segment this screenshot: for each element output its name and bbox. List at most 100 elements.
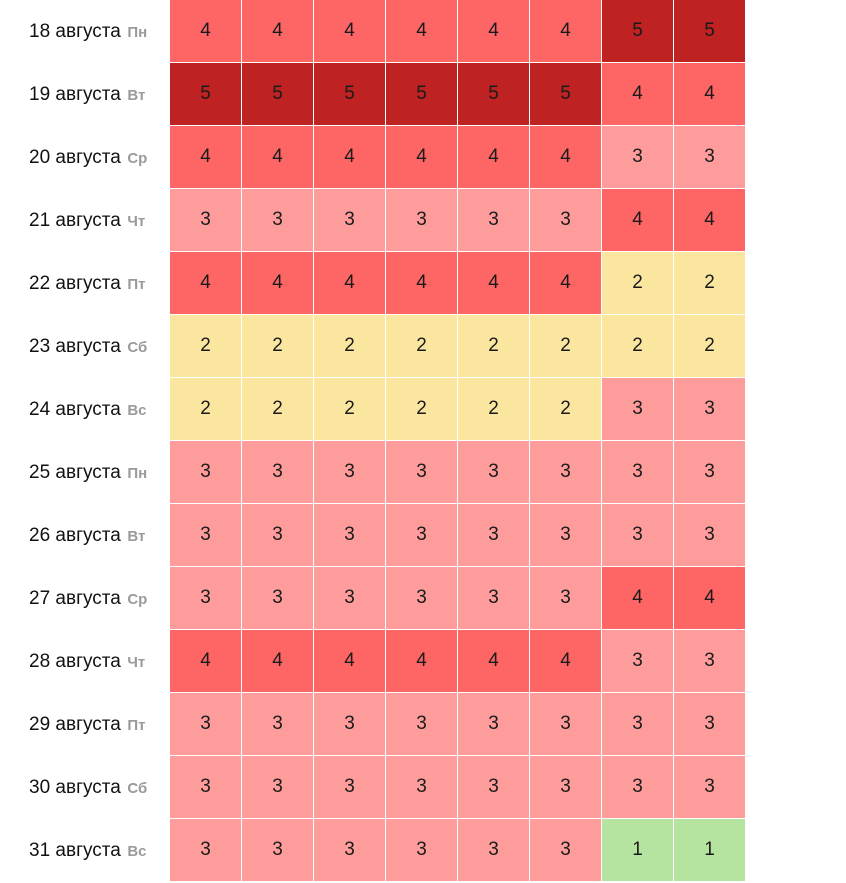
heatmap-cell: 3 bbox=[170, 756, 242, 819]
heatmap-row: 27 августа Ср 3 3 3 3 3 3 4 4 bbox=[0, 567, 750, 630]
heatmap-cell: 4 bbox=[386, 126, 458, 189]
heatmap-cell: 4 bbox=[458, 0, 530, 63]
heatmap-cell: 3 bbox=[314, 567, 386, 630]
row-label: 26 августа Вт bbox=[0, 504, 170, 567]
heatmap-cell: 4 bbox=[170, 126, 242, 189]
weekday-label: Ср bbox=[127, 150, 148, 167]
heatmap-cell: 2 bbox=[242, 378, 314, 441]
weekday-label: Вт bbox=[127, 528, 146, 545]
heatmap-cell: 3 bbox=[242, 567, 314, 630]
heatmap-cell: 3 bbox=[674, 756, 746, 819]
date-label: 24 августа bbox=[29, 399, 121, 420]
row-label: 25 августа Пн bbox=[0, 441, 170, 504]
weekday-label: Пн bbox=[127, 24, 148, 41]
date-label: 30 августа bbox=[29, 777, 121, 798]
heatmap-cell: 2 bbox=[674, 252, 746, 315]
heatmap-cell: 3 bbox=[314, 441, 386, 504]
weekday-label: Пт bbox=[127, 717, 146, 734]
heatmap-cell: 3 bbox=[386, 693, 458, 756]
heatmap-cell: 5 bbox=[170, 63, 242, 126]
heatmap-cell: 3 bbox=[458, 693, 530, 756]
heatmap-cell: 3 bbox=[602, 504, 674, 567]
heatmap-cell: 3 bbox=[314, 693, 386, 756]
heatmap-cell: 2 bbox=[458, 315, 530, 378]
heatmap-cell: 3 bbox=[242, 819, 314, 882]
date-label: 26 августа bbox=[29, 525, 121, 546]
heatmap-cell: 4 bbox=[242, 630, 314, 693]
weekday-label: Сб bbox=[127, 339, 148, 356]
row-label: 29 августа Пт bbox=[0, 693, 170, 756]
heatmap-row: 30 августа Сб 3 3 3 3 3 3 3 3 bbox=[0, 756, 750, 819]
weekday-label: Вт bbox=[127, 87, 146, 104]
heatmap-cell: 4 bbox=[386, 630, 458, 693]
heatmap-cell: 3 bbox=[602, 441, 674, 504]
heatmap-cell: 2 bbox=[314, 378, 386, 441]
heatmap-cell: 3 bbox=[386, 756, 458, 819]
heatmap-cell: 3 bbox=[386, 819, 458, 882]
heatmap-cell: 3 bbox=[602, 378, 674, 441]
weekday-label: Пт bbox=[127, 276, 146, 293]
heatmap-cell: 3 bbox=[314, 756, 386, 819]
heatmap-cell: 3 bbox=[170, 819, 242, 882]
heatmap-cell: 2 bbox=[674, 315, 746, 378]
date-label: 31 августа bbox=[29, 840, 121, 861]
heatmap-cell: 5 bbox=[602, 0, 674, 63]
heatmap-row: 26 августа Вт 3 3 3 3 3 3 3 3 bbox=[0, 504, 750, 567]
heatmap-cell: 4 bbox=[530, 0, 602, 63]
heatmap-cell: 3 bbox=[674, 441, 746, 504]
heatmap-cell: 5 bbox=[458, 63, 530, 126]
date-label: 28 августа bbox=[29, 651, 121, 672]
heatmap-cell: 4 bbox=[458, 630, 530, 693]
weekday-label: Сб bbox=[127, 780, 148, 797]
heatmap-cell: 3 bbox=[170, 189, 242, 252]
heatmap-cell: 4 bbox=[674, 189, 746, 252]
heatmap-row: 25 августа Пн 3 3 3 3 3 3 3 3 bbox=[0, 441, 750, 504]
date-label: 19 августа bbox=[29, 84, 121, 105]
row-label: 23 августа Сб bbox=[0, 315, 170, 378]
row-label: 31 августа Вс bbox=[0, 819, 170, 882]
heatmap-cell: 3 bbox=[242, 693, 314, 756]
heatmap-row: 22 августа Пт 4 4 4 4 4 4 2 2 bbox=[0, 252, 750, 315]
weekday-label: Чт bbox=[127, 654, 146, 671]
heatmap-row: 29 августа Пт 3 3 3 3 3 3 3 3 bbox=[0, 693, 750, 756]
heatmap-cell: 3 bbox=[674, 126, 746, 189]
heatmap-cell: 3 bbox=[386, 567, 458, 630]
weekday-label: Ср bbox=[127, 591, 148, 608]
heatmap-cell: 2 bbox=[314, 315, 386, 378]
heatmap-cell: 3 bbox=[530, 189, 602, 252]
heatmap-cell: 1 bbox=[602, 819, 674, 882]
heatmap-cell: 3 bbox=[386, 189, 458, 252]
heatmap-cell: 3 bbox=[170, 504, 242, 567]
heatmap-cell: 3 bbox=[674, 504, 746, 567]
row-label: 21 августа Чт bbox=[0, 189, 170, 252]
heatmap-cell: 3 bbox=[530, 567, 602, 630]
heatmap-cell: 3 bbox=[458, 441, 530, 504]
heatmap-cell: 4 bbox=[674, 63, 746, 126]
date-label: 27 августа bbox=[29, 588, 121, 609]
heatmap-cell: 4 bbox=[530, 126, 602, 189]
heatmap-cell: 1 bbox=[674, 819, 746, 882]
heatmap-cell: 4 bbox=[674, 567, 746, 630]
heatmap-cell: 4 bbox=[530, 252, 602, 315]
heatmap-cell: 4 bbox=[314, 126, 386, 189]
heatmap-cell: 3 bbox=[170, 693, 242, 756]
heatmap-cell: 2 bbox=[242, 315, 314, 378]
date-label: 21 августа bbox=[29, 210, 121, 231]
heatmap-cell: 3 bbox=[458, 819, 530, 882]
row-label: 28 августа Чт bbox=[0, 630, 170, 693]
heatmap-cell: 3 bbox=[314, 819, 386, 882]
heatmap-cell: 3 bbox=[170, 441, 242, 504]
date-label: 18 августа bbox=[29, 21, 121, 42]
heatmap-cell: 4 bbox=[242, 0, 314, 63]
row-label: 18 августа Пн bbox=[0, 0, 170, 63]
date-label: 20 августа bbox=[29, 147, 121, 168]
heatmap-row: 20 августа Ср 4 4 4 4 4 4 3 3 bbox=[0, 126, 750, 189]
heatmap-cell: 2 bbox=[386, 315, 458, 378]
heatmap-cell: 3 bbox=[458, 756, 530, 819]
heatmap-cell: 3 bbox=[314, 504, 386, 567]
heatmap-cell: 3 bbox=[170, 567, 242, 630]
row-label: 19 августа Вт bbox=[0, 63, 170, 126]
heatmap-cell: 4 bbox=[314, 252, 386, 315]
heatmap-cell: 2 bbox=[170, 315, 242, 378]
heatmap-cell: 4 bbox=[530, 630, 602, 693]
